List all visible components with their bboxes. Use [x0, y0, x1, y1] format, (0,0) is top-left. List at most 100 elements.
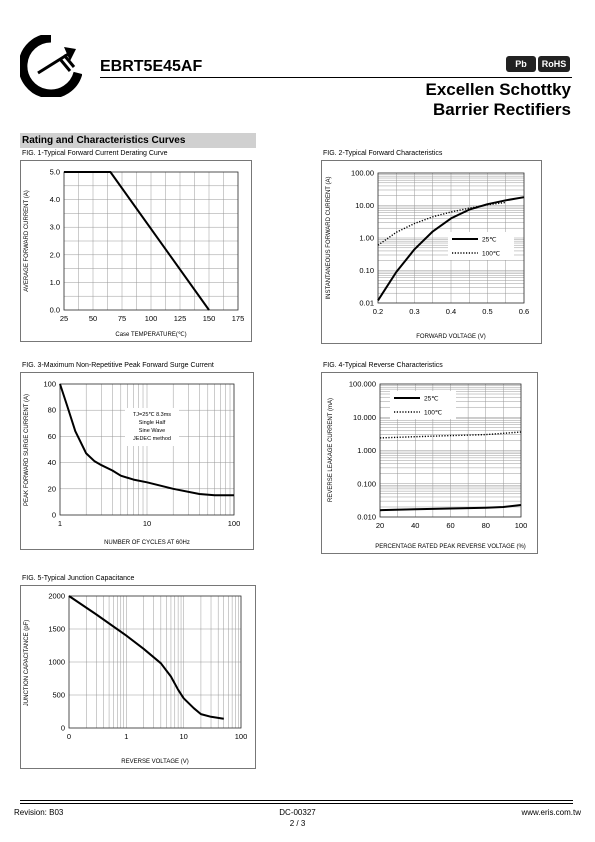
- fig2-series-0-line: [377, 196, 525, 301]
- fig3-axes: [59, 383, 235, 516]
- fig5-xtick-label: 1: [124, 732, 128, 741]
- fig5-xtick-label: 100: [235, 732, 248, 741]
- fig1-ytick-label: 0.0: [50, 306, 60, 315]
- fig4-legend-label: 100℃: [424, 410, 443, 417]
- fig4-ytick-label: 0.010: [357, 513, 376, 522]
- fig1-xtick-label: 75: [118, 314, 126, 323]
- fig5-title: FIG. 5-Typical Junction Capacitance: [22, 575, 135, 582]
- fig1-ytick-label: 3.0: [50, 223, 60, 232]
- fig3-series-0-line: [59, 383, 234, 497]
- fig1-ylabel: AVERAGE FORWARD CURRENT (A): [24, 190, 30, 291]
- fig3-ytick-label: 60: [48, 432, 56, 441]
- fig2-ytick-label: 0.01: [359, 299, 374, 308]
- fig3-annotation-line: TJ=25℃ 8.3ms: [133, 412, 171, 418]
- website-link[interactable]: www.eris.com.tw: [521, 808, 581, 817]
- fig3-ylabel: PEAK FORWARD SURGE CURRENT (A): [24, 394, 30, 506]
- fig4-xtick-label: 20: [376, 521, 384, 530]
- fig4-ytick-label: 1.000: [357, 446, 376, 455]
- fig4-ytick-label: 10.000: [353, 413, 376, 422]
- fig4-title: FIG. 4-Typical Reverse Characteristics: [323, 362, 443, 369]
- fig3-ytick-label: 20: [48, 484, 56, 493]
- part-number: EBRT5E45AF: [100, 58, 203, 75]
- fig5-xlabel: REVERSE VOLTAGE (V): [121, 759, 188, 765]
- fig5-ytick-label: 1500: [48, 625, 65, 634]
- fig4-legend: [390, 391, 456, 419]
- fig4-legend-label: 25℃: [424, 396, 439, 403]
- fig2-series-1-line: [377, 201, 506, 246]
- fig4-svg: 20 40 60 80 100 0.010 0.100 1.000 10.000 100.000 P…: [321, 372, 538, 554]
- fig2-xtick-label: 0.4: [446, 307, 456, 316]
- fig1-xtick-label: 50: [89, 314, 97, 323]
- fig4-xtick-label: 40: [411, 521, 419, 530]
- fig2-chart: 0.2 0.3 0.4 0.5 0.6 0.01 0.10 1.00 10.00 100.00 FO…: [321, 160, 542, 344]
- fig1-ytick-label: 2.0: [50, 250, 60, 259]
- fig1-xtick-label: 175: [232, 314, 245, 323]
- page-number: 2 / 3: [289, 819, 306, 828]
- footer-rule-top: [20, 800, 573, 801]
- revision-label: Revision: B03: [14, 808, 64, 817]
- fig2-xtick-label: 0.5: [482, 307, 492, 316]
- fig4-xtick-label: 100: [515, 521, 528, 530]
- fig3-xtick-label: 100: [228, 519, 241, 528]
- fig2-axes: [377, 172, 525, 304]
- fig1-xlabel: Case TEMPERATURE(℃): [115, 332, 186, 338]
- fig5-ytick-label: 2000: [48, 592, 65, 601]
- fig2-title: FIG. 2-Typical Forward Characteristics: [323, 150, 443, 157]
- fig3-annotation-line: JEDEC method: [133, 436, 171, 442]
- fig1-ytick-label: 5.0: [50, 168, 60, 177]
- fig4-xtick-label: 60: [446, 521, 454, 530]
- fig1-title: FIG. 1-Typical Forward Current Derating …: [22, 150, 168, 157]
- fig2-xlabel: FORWARD VOLTAGE (V): [416, 334, 485, 340]
- fig2-legend: [448, 232, 514, 260]
- fig5-ytick-label: 0: [61, 724, 65, 733]
- fig4-axes: [379, 383, 522, 518]
- fig1-axes: [63, 171, 239, 311]
- fig4-ylabel: REVERSE LEAKAGE CURRENT (mA): [328, 398, 334, 502]
- fig3-xlabel: NUMBER OF CYCLES AT 60Hz: [104, 540, 190, 546]
- fig3-xtick-label: 10: [143, 519, 151, 528]
- fig5-series-0-line: [68, 595, 224, 720]
- footer-rule-bottom: [20, 803, 573, 804]
- fig2-legend-label: 25℃: [482, 237, 497, 244]
- section-heading: Rating and Characteristics Curves: [20, 133, 256, 148]
- company-logo: [20, 35, 82, 97]
- fig2-ytick-label: 10.00: [355, 201, 374, 210]
- fig3-chart: 1 10 100 0 20 40 60 80 100 NUMBER OF CYCLES AT 60…: [20, 372, 254, 550]
- fig3-ytick-label: 0: [52, 511, 56, 520]
- fig5-xtick-label: 0: [67, 732, 71, 741]
- fig3-annotation-line: Sine Wave: [139, 428, 165, 434]
- fig3-title: FIG. 3-Maximum Non-Repetitive Peak Forwa…: [22, 362, 214, 369]
- fig3-annotation-line: Single Half: [139, 420, 166, 426]
- fig5-xtick-label: 10: [179, 732, 187, 741]
- fig1-xtick-label: 25: [60, 314, 68, 323]
- fig5-ytick-label: 500: [52, 691, 65, 700]
- fig5-chart: 0 1 10 100 0 500 1000 1500 2000 REVERSE VOLTAGE (…: [20, 585, 256, 769]
- doc-number: DC-00327: [279, 808, 316, 817]
- header-rule: [100, 77, 572, 78]
- fig2-ytick-label: 1.00: [359, 234, 374, 243]
- fig2-xtick-label: 0.6: [519, 307, 529, 316]
- fig5-ylabel: JUNCTION CAPACITANCE (pF): [24, 620, 30, 706]
- fig4-chart: 20 40 60 80 100 0.010 0.100 1.000 10.000 100.000 P…: [321, 372, 538, 554]
- fig3-ytick-label: 80: [48, 406, 56, 415]
- fig4-ytick-label: 0.100: [357, 479, 376, 488]
- fig2-ytick-label: 100.00: [351, 169, 374, 178]
- pb-free-badge: Pb: [506, 56, 536, 72]
- fig4-ytick-label: 100.000: [349, 380, 376, 389]
- fig1-chart: 25 50 75 100 125 150 175 0.0 1.0 2.0 3.0 4.0 5.0 Case…: [20, 160, 252, 342]
- fig1-xtick-label: 150: [203, 314, 216, 323]
- fig2-xtick-label: 0.2: [373, 307, 383, 316]
- fig5-axes: [68, 595, 242, 729]
- fig4-xlabel: PERCENTAGE RATED PEAK REVERSE VOLTAGE (%…: [375, 544, 526, 550]
- fig1-svg: 25 50 75 100 125 150 175 0.0 1.0 2.0 3.0 4.0 5.0 Case…: [20, 160, 252, 342]
- fig4-xtick-label: 80: [482, 521, 490, 530]
- fig4-series-1-line: [379, 431, 522, 439]
- fig2-svg: 0.2 0.3 0.4 0.5 0.6 0.01 0.10 1.00 10.00 100.00 FO…: [321, 160, 542, 344]
- fig2-xtick-label: 0.3: [409, 307, 419, 316]
- fig3-xtick-label: 1: [58, 519, 62, 528]
- fig3-annotation-box: [125, 408, 179, 446]
- fig3-ytick-label: 100: [43, 380, 56, 389]
- fig3-svg: 1 10 100 0 20 40 60 80 100 NUMBER OF CYCLES AT 60…: [20, 372, 254, 550]
- product-title: Excellen Schottky Barrier Rectifiers: [425, 80, 571, 120]
